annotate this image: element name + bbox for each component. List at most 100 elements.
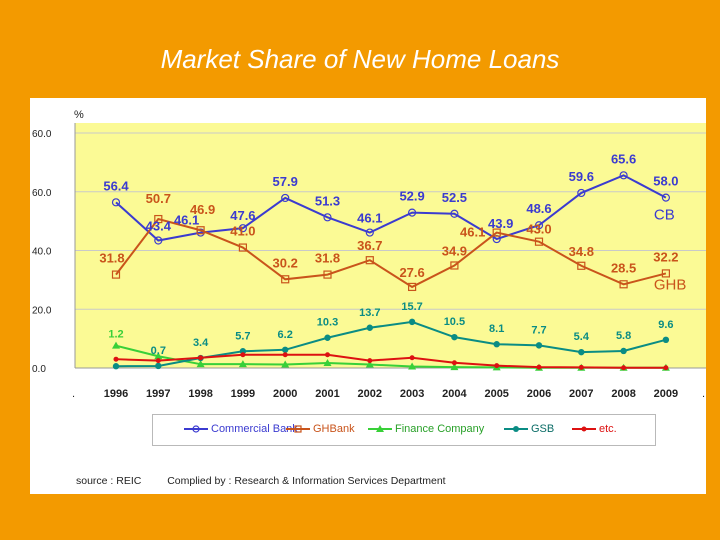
data-point (282, 352, 288, 358)
data-label: 5.4 (574, 331, 590, 343)
data-point (196, 360, 205, 368)
data-label: 51.3 (315, 193, 340, 208)
line-chart: 0.0 20.0 40.0 60.0 60.0% 1996 1997 1998 1999 2000… (32, 109, 706, 400)
data-point (365, 256, 374, 265)
data-label: 9.6 (658, 319, 673, 331)
data-point (281, 275, 290, 284)
data-point (451, 333, 458, 341)
x-tick-label: 2003 (400, 388, 424, 400)
data-label: 46.1 (174, 213, 199, 228)
data-label: 27.6 (399, 265, 424, 280)
data-label: 0.7 (151, 345, 166, 357)
data-point (578, 348, 585, 356)
data-point (112, 363, 120, 370)
x-tick-label: 2005 (484, 388, 508, 400)
data-label: 31.8 (315, 251, 340, 266)
data-label: 28.5 (611, 260, 636, 275)
data-point (450, 209, 459, 218)
data-point (662, 336, 670, 343)
data-point (367, 358, 373, 364)
x-tick-label: 2007 (569, 388, 593, 400)
chart-card: 0.0 20.0 40.0 60.0 60.0% 1996 1997 1998 1999 2000… (30, 98, 706, 494)
data-point (154, 236, 163, 245)
data-label: 15.7 (401, 301, 422, 313)
data-point (281, 193, 290, 203)
data-label: 7.7 (531, 324, 546, 336)
data-label: 10.5 (444, 316, 465, 328)
data-point (365, 360, 374, 368)
data-label: 59.6 (569, 169, 594, 184)
data-point (155, 362, 162, 370)
data-point (196, 226, 205, 235)
data-label: 30.2 (273, 255, 298, 270)
data-label: 43.4 (146, 219, 172, 234)
legend-label: Commercial Bank (211, 423, 298, 435)
legend-marker-icon (184, 425, 208, 433)
slide-title: Market Share of New Home Loans (160, 44, 560, 74)
data-label: 43.0 (526, 222, 551, 237)
data-label: 3.4 (193, 337, 209, 349)
data-label: 46.1 (460, 225, 485, 240)
data-point (493, 341, 500, 348)
data-label: 52.5 (442, 190, 467, 205)
x-tick-label: 2009 (654, 388, 678, 400)
data-point (620, 347, 627, 355)
data-point (450, 363, 459, 371)
legend-marker-icon (504, 426, 528, 432)
data-point (238, 243, 247, 252)
series-line-4 (115, 353, 666, 369)
data-point (113, 356, 119, 362)
data-label: 5.7 (235, 330, 250, 342)
data-point (281, 360, 290, 368)
data-point (366, 324, 373, 331)
data-label: 36.7 (357, 238, 382, 253)
plot-area (75, 123, 706, 368)
data-point (619, 171, 628, 180)
x-tick-label: 1996 (104, 388, 128, 400)
data-label: 57.9 (273, 174, 298, 189)
data-point (663, 365, 669, 371)
data-point (577, 261, 586, 270)
data-label: 10.3 (317, 317, 338, 329)
data-point (154, 214, 163, 224)
data-point (578, 364, 584, 370)
y-tick-label: 60.0 (32, 129, 52, 140)
data-point (494, 363, 500, 369)
data-point (534, 221, 544, 230)
series-end-label: GHB (654, 276, 687, 293)
data-point (661, 193, 671, 202)
data-label: 46.1 (357, 211, 382, 226)
x-tick-label: 2001 (315, 388, 339, 400)
data-label: 46.9 (190, 202, 215, 217)
data-point (111, 270, 121, 279)
data-label: 13.7 (359, 307, 380, 319)
x-tick-label: 2004 (442, 388, 467, 400)
data-point (325, 352, 330, 358)
data-label: 43.9 (488, 216, 513, 231)
data-point (661, 269, 671, 278)
series-line-0 (115, 174, 667, 242)
data-label: 1.2 (108, 329, 123, 341)
legend-label: etc. (599, 423, 617, 435)
data-label: 47.6 (230, 208, 255, 223)
data-point (451, 360, 457, 366)
data-point (365, 228, 374, 237)
data-label: 41.0 (230, 224, 255, 239)
data-point (324, 334, 331, 341)
legend-marker-icon (286, 425, 310, 433)
data-point (619, 280, 628, 289)
unit-label: % (74, 109, 84, 121)
y-tick-label: 40.0 (32, 247, 52, 258)
data-label: 50.7 (146, 191, 171, 206)
data-label: 31.8 (99, 251, 124, 266)
legend-label: Finance Company (395, 423, 485, 435)
data-label: 8.1 (489, 323, 504, 335)
data-point (282, 346, 289, 353)
data-point (408, 362, 417, 370)
x-tick-label: 1998 (188, 388, 212, 400)
data-label: 65.6 (611, 151, 636, 166)
data-point (534, 237, 544, 246)
data-point (621, 365, 627, 371)
data-point (323, 359, 332, 367)
y-tick-label: 20.0 (32, 305, 52, 316)
